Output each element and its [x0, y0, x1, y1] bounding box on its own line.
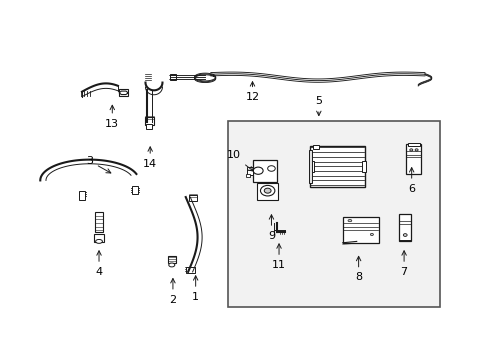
Text: 1: 1 — [192, 276, 199, 302]
Bar — [406, 144, 420, 174]
Text: 14: 14 — [143, 147, 157, 169]
Bar — [168, 256, 175, 263]
Bar — [252, 159, 277, 182]
Ellipse shape — [347, 220, 351, 222]
Text: 7: 7 — [400, 251, 407, 277]
Bar — [95, 212, 102, 232]
Text: 4: 4 — [95, 251, 102, 277]
Bar — [310, 146, 365, 187]
Text: 6: 6 — [407, 168, 414, 194]
Bar — [186, 267, 195, 273]
Bar — [407, 143, 419, 146]
Ellipse shape — [409, 149, 412, 151]
Ellipse shape — [403, 234, 407, 237]
Bar — [246, 167, 252, 175]
Ellipse shape — [168, 263, 175, 267]
Text: 2: 2 — [169, 279, 176, 305]
Text: 12: 12 — [245, 82, 259, 102]
Text: 8: 8 — [354, 256, 362, 283]
Bar — [309, 161, 314, 172]
Text: 3: 3 — [86, 156, 111, 173]
Ellipse shape — [264, 188, 270, 193]
Text: 5: 5 — [315, 96, 322, 116]
Bar — [398, 214, 410, 242]
Bar — [362, 161, 366, 172]
Bar — [308, 150, 311, 183]
Text: 13: 13 — [105, 105, 119, 129]
Ellipse shape — [267, 166, 275, 171]
Text: 11: 11 — [271, 244, 285, 270]
Text: 10: 10 — [226, 150, 253, 171]
Bar — [170, 74, 175, 80]
Bar — [227, 121, 439, 307]
Bar — [131, 186, 138, 194]
Bar — [312, 145, 318, 149]
Bar — [79, 191, 85, 200]
Ellipse shape — [96, 239, 102, 243]
Ellipse shape — [253, 167, 263, 174]
Ellipse shape — [414, 149, 417, 151]
Ellipse shape — [369, 233, 373, 235]
Text: 9: 9 — [267, 215, 274, 241]
Bar — [119, 90, 127, 96]
Bar — [257, 183, 278, 200]
Bar — [145, 117, 153, 125]
Bar — [94, 234, 104, 242]
Bar — [245, 174, 250, 177]
Bar — [146, 124, 152, 129]
Ellipse shape — [260, 185, 274, 196]
Bar — [342, 217, 378, 243]
Bar — [188, 195, 197, 202]
